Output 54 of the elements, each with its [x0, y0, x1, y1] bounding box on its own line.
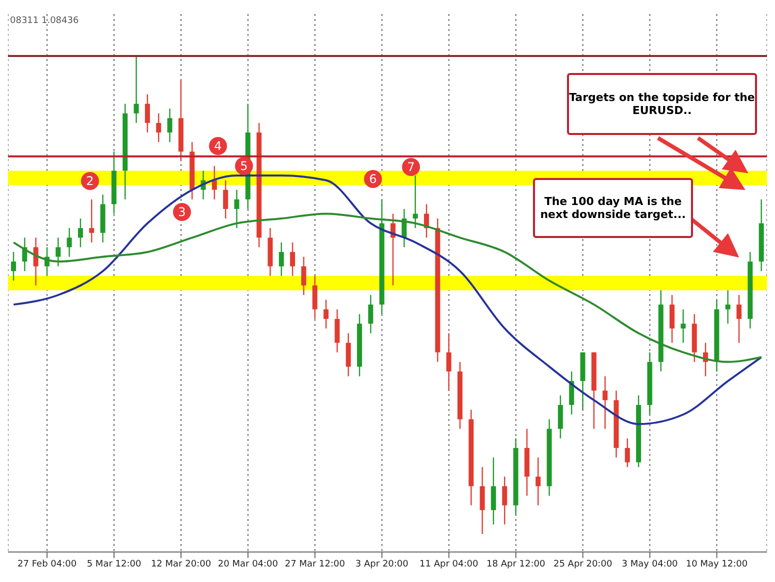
candlestick — [134, 56, 139, 124]
candlestick — [346, 332, 351, 377]
numbered-badge: 7 — [402, 158, 420, 176]
candlestick — [490, 456, 496, 526]
text: 08311 1.08436 — [10, 16, 79, 26]
candlestick — [278, 242, 284, 276]
x-tick-label: 20 Mar 04:00 — [218, 559, 278, 570]
candlestick — [736, 294, 742, 344]
candlestick — [558, 394, 563, 439]
callout-box: Targets on the topside for the EURUSD.. — [567, 73, 757, 135]
candlestick — [78, 218, 83, 248]
candlestick — [312, 275, 318, 320]
candlestick — [223, 180, 228, 220]
candlestick — [725, 290, 730, 324]
x-tick-label: 3 Apr 20:00 — [355, 559, 409, 570]
candlestick — [502, 476, 508, 526]
numbered-badge: 4 — [209, 137, 227, 155]
x-tick-label: 12 Mar 20:00 — [150, 559, 212, 570]
candlestick — [602, 376, 608, 430]
candlestick — [324, 299, 329, 330]
candlestick — [11, 251, 16, 282]
numbered-badge: 6 — [364, 170, 382, 188]
candlestick — [412, 174, 418, 229]
x-tick-label: 5 Mar 12:00 — [86, 559, 142, 570]
x-tick-label: 18 Apr 12:00 — [486, 559, 546, 570]
candlestick — [334, 308, 340, 353]
numbered-badge: 2 — [81, 172, 99, 190]
candlestick — [536, 456, 541, 506]
candlestick — [56, 237, 61, 267]
candlestick — [144, 94, 150, 134]
candlestick — [167, 108, 172, 143]
candlestick — [446, 332, 452, 392]
candlestick — [569, 370, 574, 416]
candlestick — [480, 466, 485, 534]
x-tick-label: 10 May 12:00 — [686, 559, 748, 570]
x-tick-label: 3 May 04:00 — [622, 559, 678, 570]
x-tick-label: 25 Apr 20:00 — [553, 559, 612, 570]
candlestick — [624, 438, 630, 468]
candlestick — [212, 165, 217, 200]
candlestick — [33, 237, 38, 286]
candlestick — [290, 242, 296, 276]
x-tick-label: 27 Mar 12:00 — [284, 559, 346, 570]
candlestick — [156, 112, 162, 143]
candlestick — [234, 189, 240, 229]
candlestick — [670, 294, 675, 344]
callout-box: The 100 day MA is the next downside target... — [533, 178, 693, 238]
candlestick — [89, 198, 94, 244]
candlestick — [680, 308, 686, 344]
numbered-badge: 3 — [173, 203, 191, 221]
candlestick — [368, 294, 374, 334]
x-tick-label: 27 Feb 04:00 — [18, 559, 77, 570]
candlestick — [66, 227, 72, 258]
candlestick — [301, 256, 306, 296]
x-tick-label: 11 Apr 04:00 — [420, 559, 478, 570]
